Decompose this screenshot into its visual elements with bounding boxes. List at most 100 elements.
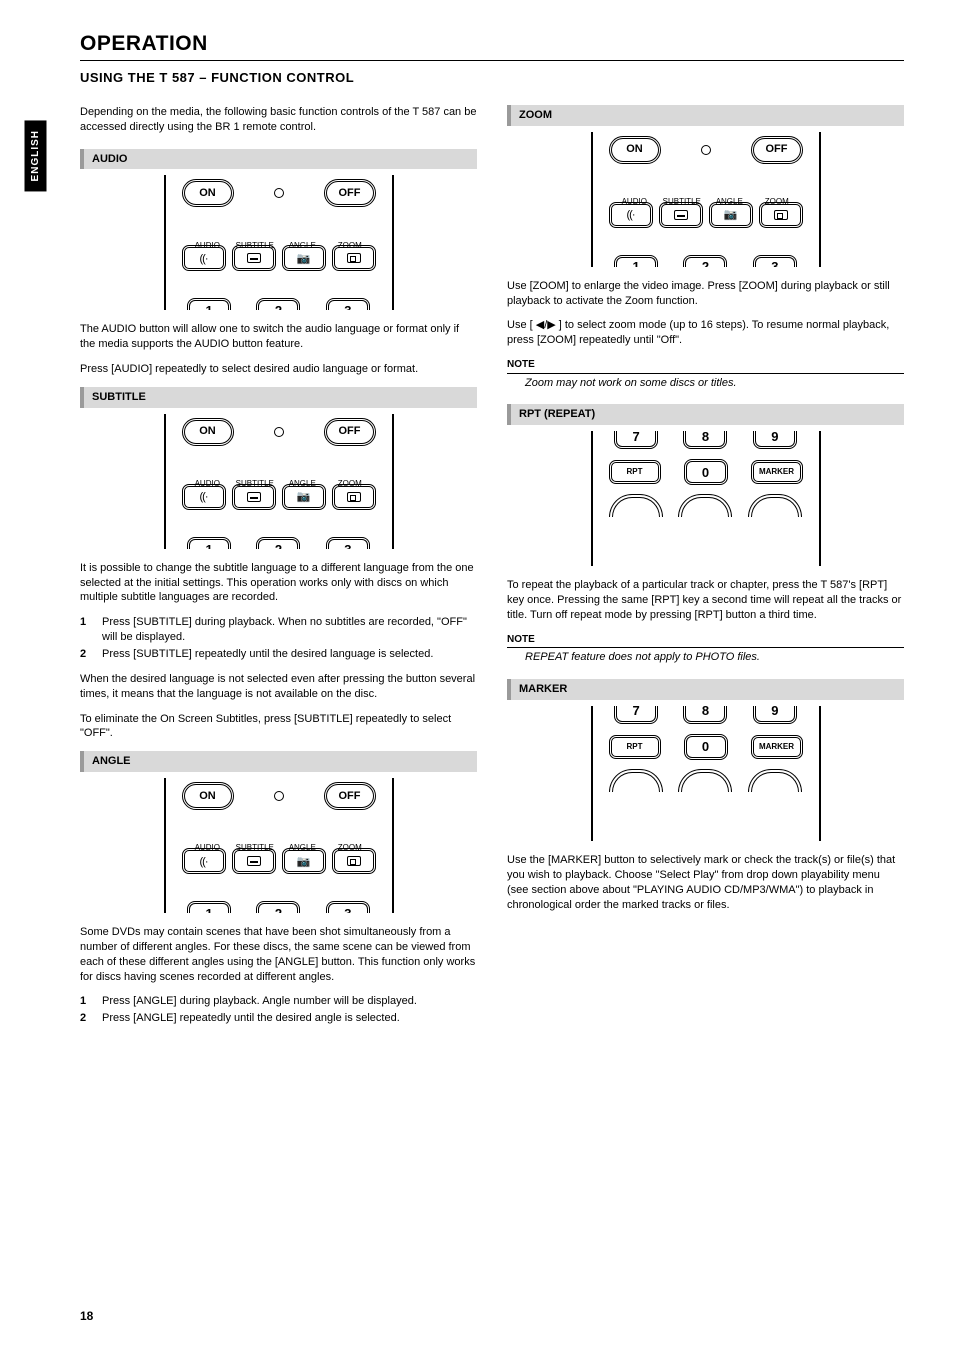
list-number: 1 [80,615,92,645]
arc-icon [612,497,660,517]
audio-p1: The AUDIO button will allow one to switc… [80,322,477,352]
list-text: Press [SUBTITLE] during playback. When n… [102,615,477,645]
marker-section-bar: MARKER [507,679,904,700]
num-3-button: 3 [328,903,368,913]
num-0-button: 0 [686,461,726,483]
zoom-icon-button [334,486,374,508]
led-icon [274,427,284,437]
subtitle-icon-button [661,204,701,226]
rpt-section-bar: RPT (REPEAT) [507,404,904,425]
list-number: 1 [80,994,92,1009]
num-8-button: 8 [685,706,725,722]
num-2-button: 2 [685,257,725,267]
heading-rule [80,60,904,61]
subtitle-remote-figure: ON OFF AUDIO SUBTITLE ANGLE ZOOM [80,414,477,549]
off-button: OFF [326,420,374,444]
num-3-button: 3 [755,257,795,267]
arc-icon [681,497,729,517]
audio-icon-button [184,247,224,269]
marker-button: MARKER [753,462,801,482]
off-button: OFF [326,181,374,205]
content-columns: Depending on the media, the following ba… [80,105,904,1028]
audio-section-bar: AUDIO [80,149,477,170]
main-heading: OPERATION [80,30,904,58]
angle-remote-figure: ON OFF AUDIO SUBTITLE ANGLE ZOOM [80,778,477,913]
rpt-p1: To repeat the playback of a particular t… [507,578,904,623]
page-number: 18 [80,1308,93,1324]
num-1-button: 1 [189,903,229,913]
left-column: Depending on the media, the following ba… [80,105,477,1028]
list-text: Press [ANGLE] during playback. Angle num… [102,994,417,1009]
subtitle-step-1: 1 Press [SUBTITLE] during playback. When… [80,615,477,645]
audio-remote-figure: ON OFF AUDIO SUBTITLE ANGLE ZOOM [80,175,477,310]
audio-p2: Press [AUDIO] repeatedly to select desir… [80,362,477,377]
rpt-remote-figure: 7 8 9 RPT 0 MARKER [507,431,904,566]
off-button: OFF [753,138,801,162]
angle-step-2: 2 Press [ANGLE] repeatedly until the des… [80,1011,477,1026]
num-3-button: 3 [328,300,368,310]
language-tab: ENGLISH [25,120,47,191]
angle-p1: Some DVDs may contain scenes that have b… [80,925,477,984]
subtitle-icon-button [234,850,274,872]
zoom-icon-button [334,850,374,872]
num-0-button: 0 [686,736,726,758]
sub-heading: USING THE T 587 – FUNCTION CONTROL [80,69,904,87]
zoom-note-body: Zoom may not work on some discs or title… [507,376,904,391]
audio-icon-button [184,850,224,872]
num-9-button: 9 [755,706,795,722]
led-icon [701,145,711,155]
list-text: Press [SUBTITLE] repeatedly until the de… [102,647,433,662]
subtitle-icon-button [234,486,274,508]
subtitle-step-2: 2 Press [SUBTITLE] repeatedly until the … [80,647,477,662]
off-button: OFF [326,784,374,808]
arc-icon [681,772,729,792]
led-icon [274,791,284,801]
num-9-button: 9 [755,431,795,447]
on-button: ON [184,181,232,205]
angle-section-bar: ANGLE [80,751,477,772]
arc-icon [612,772,660,792]
intro-text: Depending on the media, the following ba… [80,105,477,135]
subtitle-icon-button [234,247,274,269]
right-column: ZOOM ON OFF AUDIO SUBTITLE ANGLE ZOOM [507,105,904,1028]
num-1-button: 1 [189,300,229,310]
rpt-note-head: NOTE [507,633,904,649]
on-button: ON [184,420,232,444]
rpt-button: RPT [611,737,659,757]
subtitle-p2: When the desired language is not selecte… [80,672,477,702]
zoom-remote-figure: ON OFF AUDIO SUBTITLE ANGLE ZOOM [507,132,904,267]
audio-icon-button [184,486,224,508]
num-8-button: 8 [685,431,725,447]
list-text: Press [ANGLE] repeatedly until the desir… [102,1011,400,1026]
zoom-p1: Use [ZOOM] to enlarge the video image. P… [507,279,904,309]
audio-icon-button [611,204,651,226]
num-7-button: 7 [616,706,656,722]
rpt-button: RPT [611,462,659,482]
zoom-icon-button [761,204,801,226]
arc-icon [751,772,799,792]
zoom-p2: Use [ ◀/▶ ] to select zoom mode (up to 1… [507,318,904,348]
on-button: ON [184,784,232,808]
subtitle-p3: To eliminate the On Screen Subtitles, pr… [80,712,477,742]
num-2-button: 2 [258,539,298,549]
list-number: 2 [80,647,92,662]
rpt-note-body: REPEAT feature does not apply to PHOTO f… [507,650,904,665]
marker-remote-figure: 7 8 9 RPT 0 MARKER [507,706,904,841]
led-icon [274,188,284,198]
marker-button: MARKER [753,737,801,757]
list-number: 2 [80,1011,92,1026]
subtitle-section-bar: SUBTITLE [80,387,477,408]
subtitle-p1: It is possible to change the subtitle la… [80,561,477,606]
num-1-button: 1 [616,257,656,267]
angle-icon-button [711,204,751,226]
marker-p1: Use the [MARKER] button to selectively m… [507,853,904,912]
angle-icon-button [284,247,324,269]
arc-icon [751,497,799,517]
num-7-button: 7 [616,431,656,447]
num-1-button: 1 [189,539,229,549]
num-2-button: 2 [258,903,298,913]
angle-step-1: 1 Press [ANGLE] during playback. Angle n… [80,994,477,1009]
zoom-note-head: NOTE [507,358,904,374]
zoom-icon-button [334,247,374,269]
on-button: ON [611,138,659,162]
